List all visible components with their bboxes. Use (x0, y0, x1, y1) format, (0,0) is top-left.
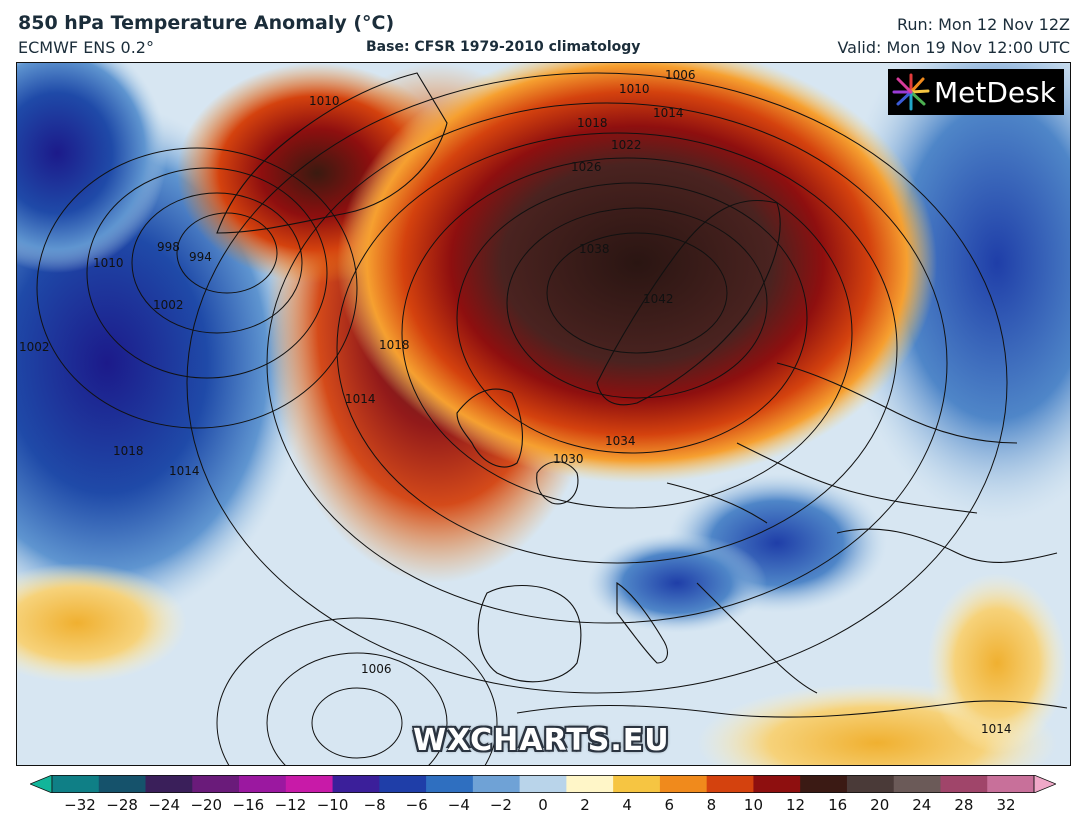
colorbar-segment (472, 775, 521, 793)
isobar-label: 1002 (153, 298, 184, 312)
colorbar-ticks: −32 −28 −24 −20 −16 −12 −10 −8 −6 −4 −2 0 2 4 6 8 10 12 16… (0, 796, 1088, 818)
colorbar-segment (426, 775, 474, 793)
colorbar-tick-label: 0 (538, 796, 548, 814)
colorbar-tick-label: −20 (190, 796, 223, 814)
colorbar-segment (379, 775, 427, 793)
colorbar-segment (940, 775, 988, 793)
colorbar-segment (239, 775, 287, 793)
colorbar-tick-label: −10 (316, 796, 349, 814)
colorbar-tick-label: 32 (996, 796, 1016, 814)
colorbar-segment (613, 775, 661, 793)
colorbar-extend-high (1033, 775, 1056, 793)
warm-anomaly-scandinavia (337, 63, 937, 483)
colorbar-segment (800, 775, 848, 793)
isobar-label: 1006 (665, 68, 696, 82)
colorbar-tick-label: −8 (363, 796, 386, 814)
colorbar-tick-label: 2 (580, 796, 590, 814)
warm-anomaly-azores (17, 563, 187, 683)
colorbar-tick-label: 28 (954, 796, 974, 814)
cold-anomaly-labrador (17, 63, 167, 273)
isobar-label: 1018 (379, 338, 410, 352)
isobar-label: 1018 (113, 444, 144, 458)
colorbar-tick-label: 12 (785, 796, 806, 814)
isobar-label: 1014 (981, 722, 1012, 736)
metdesk-logo: MetDesk (888, 69, 1064, 115)
colorbar-extend-low (30, 775, 53, 793)
colorbar-segment (893, 775, 941, 793)
colorbar-tick-label: −2 (489, 796, 512, 814)
colorbar-segment (285, 775, 334, 793)
isobar-label: 1014 (169, 464, 200, 478)
isobar-label: 1042 (643, 292, 674, 306)
colorbar-tick-label: 6 (664, 796, 675, 814)
colorbar-segment (145, 775, 193, 793)
colorbar-segment (52, 775, 100, 793)
isobar-label: 1002 (19, 340, 50, 354)
isobar-label: 1006 (361, 662, 392, 676)
colorbar-tick-label: −28 (106, 796, 138, 814)
isobar-labels: 1006 1010 1014 1018 1022 1026 1038 1042 … (19, 68, 1012, 736)
metdesk-starburst-icon (892, 73, 930, 111)
isobar-label: 1034 (605, 434, 636, 448)
colorbar-frame (51, 775, 1035, 793)
isobar-label: 1038 (579, 242, 610, 256)
colorbar-tick-label: 8 (706, 796, 717, 814)
isobars (36, 72, 1008, 765)
colorbar-segment (519, 775, 567, 793)
isobar-label: 1018 (577, 116, 608, 130)
colorbar-segment (192, 775, 240, 793)
isobar-label: 1010 (93, 256, 124, 270)
isobar-label: 998 (157, 240, 180, 254)
colorbar-tick-label: −6 (405, 796, 428, 814)
colorbar-tick-label: 10 (743, 796, 763, 814)
cold-anomaly-alps (587, 533, 767, 633)
run-label: Run: Mon 12 Nov 12Z (896, 15, 1070, 34)
colorbar-tick-label: −16 (232, 796, 265, 814)
coastlines (216, 72, 1068, 718)
logo-text: MetDesk (934, 75, 1056, 109)
model-label: ECMWF ENS 0.2° (18, 38, 154, 57)
colorbar-segment (98, 775, 147, 793)
map-canvas: 1006 1010 1014 1018 1022 1026 1038 1042 … (17, 63, 1070, 765)
colorbar-segment (846, 775, 895, 793)
colorbar-tick-label: −12 (274, 796, 307, 814)
isobar-label: 1022 (611, 138, 642, 152)
colorbar-tick-label: 16 (828, 796, 848, 814)
colorbar-tick-label: −4 (447, 796, 470, 814)
colorbar (30, 775, 1056, 793)
colorbar-tick-label: 20 (870, 796, 890, 814)
colorbar-tick-label: 4 (622, 796, 632, 814)
climatology-label: Base: CFSR 1979-2010 climatology (366, 39, 641, 55)
colorbar-tick-label: 24 (912, 796, 932, 814)
isobar-label: 1010 (309, 94, 340, 108)
isobar-label: 1014 (345, 392, 376, 406)
warm-anomaly-levant (927, 573, 1067, 753)
isobar-label: 1030 (553, 452, 584, 466)
colorbar-segment (659, 775, 708, 793)
isobar-label: 1026 (571, 160, 602, 174)
isobar-label: 1014 (653, 106, 684, 120)
anomaly-map: 1006 1010 1014 1018 1022 1026 1038 1042 … (16, 62, 1071, 766)
colorbar-tick-label: −32 (64, 796, 96, 814)
colorbar-segment (566, 775, 614, 793)
colorbar-segment (706, 775, 754, 793)
valid-label: Valid: Mon 19 Nov 12:00 UTC (837, 38, 1070, 57)
isobar-label: 994 (189, 250, 212, 264)
colorbar-segment (332, 775, 380, 793)
colorbar-tick-label: −24 (148, 796, 180, 814)
wxcharts-watermark: WXCHARTS.EU (413, 723, 670, 758)
colorbar-segment (987, 775, 1035, 793)
isobar-label: 1010 (619, 82, 650, 96)
colorbar-segment (753, 775, 801, 793)
chart-title: 850 hPa Temperature Anomaly (°C) (18, 12, 395, 34)
